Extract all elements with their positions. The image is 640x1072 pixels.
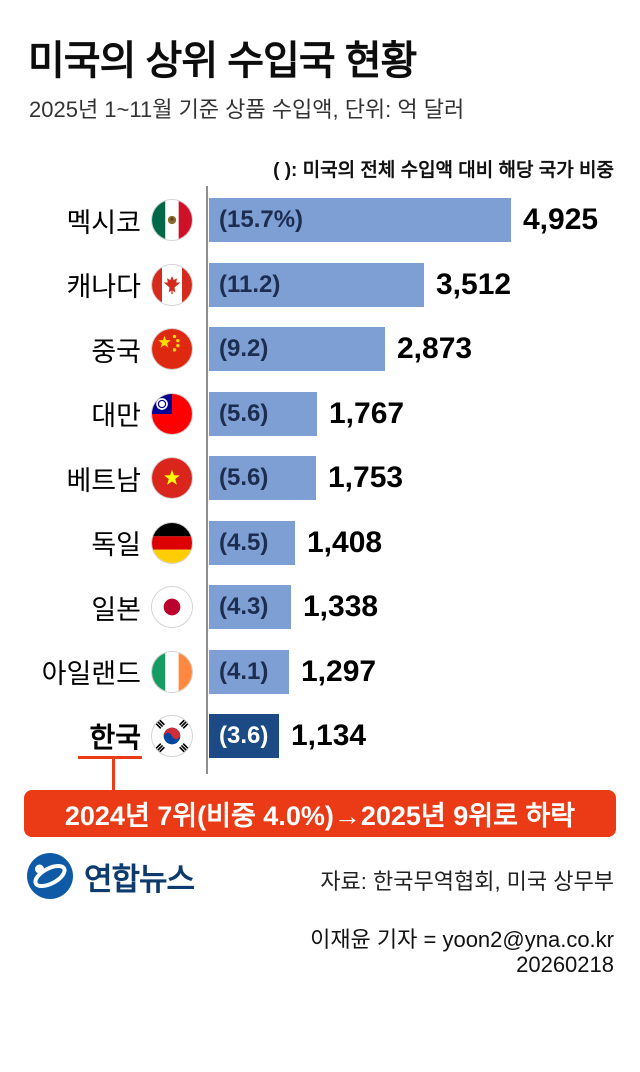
chart-row: 한국 (3.6) 1,134: [0, 704, 640, 769]
chart-row: 중국 (9.2) 2,873: [0, 317, 640, 382]
share-label: (15.7%): [219, 206, 304, 234]
legend-note: ( ): 미국의 전체 수입액 대비 해당 국가 비중: [273, 160, 614, 181]
mexico-flag-icon: [152, 200, 192, 241]
row-label-column: 대만: [0, 393, 206, 434]
bar: (3.6): [209, 714, 279, 759]
taiwan-flag-icon: [152, 393, 192, 434]
row-label-column: 독일: [0, 522, 206, 563]
bar: (15.7%): [209, 198, 511, 243]
value-label: 1,767: [329, 396, 405, 430]
row-bar-column: (4.3) 1,338: [206, 585, 640, 630]
share-label: (4.1): [219, 657, 269, 685]
row-label-column: 베트남: [0, 458, 206, 499]
reporter-credit: 이재윤 기자 = yoon2@yna.co.kr: [310, 927, 614, 952]
page-title: 미국의 상위 수입국 현황: [28, 39, 417, 83]
chart-row: 일본 (4.3) 1,338: [0, 575, 640, 640]
row-bar-column: (4.1) 1,297: [206, 649, 640, 694]
row-bar-column: (5.6) 1,767: [206, 391, 640, 436]
share-label: (11.2): [219, 270, 281, 298]
share-label: (5.6): [219, 399, 269, 427]
value-label: 3,512: [436, 267, 512, 301]
germany-flag-icon: [152, 522, 192, 563]
bar: (4.5): [209, 520, 295, 565]
share-label: (4.3): [219, 593, 269, 621]
publisher-name: 연합뉴스: [84, 861, 195, 897]
chart-axis-line: [206, 186, 208, 774]
canada-flag-icon: [152, 264, 192, 305]
chart-row: 대만 (5.6) 1,767: [0, 382, 640, 447]
row-bar-column: (4.5) 1,408: [206, 520, 640, 565]
chart-row: 캐나다 (11.2) 3,512: [0, 253, 640, 318]
row-bar-column: (15.7%) 4,925: [206, 198, 640, 243]
value-label: 1,338: [303, 590, 379, 624]
row-label-column: 중국: [0, 329, 206, 370]
country-label: 한국: [89, 722, 141, 754]
china-flag-icon: [152, 329, 192, 370]
row-bar-column: (3.6) 1,134: [206, 714, 640, 759]
row-bar-column: (5.6) 1,753: [206, 456, 640, 501]
value-label: 2,873: [397, 332, 473, 366]
bar: (5.6): [209, 391, 317, 436]
value-label: 1,297: [301, 654, 377, 688]
highlight-connector-underline: [78, 756, 142, 759]
row-bar-column: (9.2) 2,873: [206, 327, 640, 372]
share-label: (5.6): [219, 464, 269, 492]
chart-rows: 멕시코 (15.7%) 4,925 캐나다 (11.2) 3,512: [0, 188, 640, 769]
bar: (4.1): [209, 649, 289, 694]
country-label: 아일랜드: [41, 659, 141, 690]
publisher-logo: 연합뉴스: [26, 852, 195, 900]
chart-row: 독일 (4.5) 1,408: [0, 511, 640, 576]
share-label: (4.5): [219, 528, 269, 556]
bar: (9.2): [209, 327, 385, 372]
row-label-column: 일본: [0, 587, 206, 628]
highlight-connector-line: [112, 756, 115, 792]
bar: (4.3): [209, 585, 291, 630]
subtitle: 2025년 1~11월 기준 상품 수입액, 단위: 억 달러: [29, 97, 465, 122]
row-label-column: 멕시코: [0, 200, 206, 241]
japan-flag-icon: [152, 587, 192, 628]
rank-drop-callout: 2024년 7위(비중 4.0%)→2025년 9위로 하락: [24, 790, 616, 837]
bar: (11.2): [209, 262, 424, 307]
row-label-column: 한국: [0, 716, 206, 757]
value-label: 1,753: [328, 461, 404, 495]
value-label: 4,925: [523, 203, 599, 237]
source-credit: 자료: 한국무역협회, 미국 상무부: [320, 869, 614, 894]
country-label: 베트남: [66, 465, 141, 496]
country-label: 독일: [91, 530, 141, 561]
value-label: 1,408: [307, 525, 383, 559]
bar: (5.6): [209, 456, 316, 501]
south-korea-flag-icon: [152, 716, 192, 757]
vietnam-flag-icon: [152, 458, 192, 499]
country-label: 중국: [91, 336, 141, 367]
yonhap-logo-icon: [26, 852, 74, 900]
row-bar-column: (11.2) 3,512: [206, 262, 640, 307]
share-label: (9.2): [219, 335, 269, 363]
value-label: 1,134: [291, 719, 367, 753]
chart-row: 베트남 (5.6) 1,753: [0, 446, 640, 511]
ireland-flag-icon: [152, 651, 192, 692]
chart-row: 아일랜드 (4.1) 1,297: [0, 640, 640, 705]
country-label: 일본: [91, 594, 141, 625]
country-label: 멕시코: [66, 207, 141, 238]
chart-row: 멕시코 (15.7%) 4,925: [0, 188, 640, 253]
country-label: 대만: [91, 401, 141, 432]
share-label: (3.6): [219, 722, 269, 750]
publish-date: 20260218: [516, 952, 614, 977]
row-label-column: 캐나다: [0, 264, 206, 305]
country-label: 캐나다: [66, 272, 141, 303]
row-label-column: 아일랜드: [0, 651, 206, 692]
